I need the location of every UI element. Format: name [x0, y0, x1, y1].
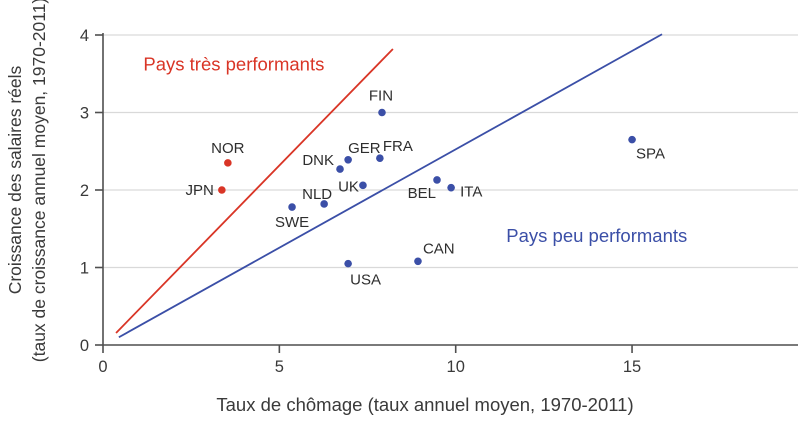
y-tick-label-1: 1	[80, 260, 89, 278]
x-axis-title: Taux de chômage (taux annuel moyen, 1970…	[216, 394, 633, 415]
data-point-label-SPA: SPA	[636, 146, 665, 163]
data-point-NLD	[320, 200, 328, 208]
data-point-label-UK: UK	[338, 178, 359, 195]
data-point-label-JPN: JPN	[186, 182, 214, 199]
data-point-label-CAN: CAN	[423, 240, 455, 257]
high-performers-boundary-line	[115, 48, 394, 334]
low-performers-boundary-line	[118, 33, 663, 339]
data-point-GER	[344, 155, 352, 164]
data-point-JPN	[218, 186, 226, 194]
y-axis-title-line2: (taux de croissance annuel moyen, 1970-2…	[29, 0, 49, 362]
data-point-SWE	[288, 203, 296, 211]
data-point-CAN	[414, 257, 422, 266]
data-point-label-SWE: SWE	[275, 214, 309, 231]
x-tick-label-10: 10	[447, 358, 465, 376]
data-point-label-GER: GER	[348, 140, 381, 157]
data-point-label-NLD: NLD	[302, 186, 332, 203]
y-tick-label-3: 3	[80, 105, 89, 123]
data-point-UK	[359, 181, 367, 190]
data-point-label-ITA: ITA	[460, 184, 482, 201]
y-tick-label-4: 4	[80, 27, 89, 45]
data-point-label-FRA: FRA	[383, 138, 413, 155]
x-tick-label-0: 0	[98, 358, 107, 376]
data-point-label-BEL: BEL	[408, 185, 436, 202]
data-point-BEL	[433, 176, 441, 184]
x-tick-label-5: 5	[275, 358, 284, 376]
data-point-label-USA: USA	[350, 272, 381, 289]
y-tick-label-0: 0	[80, 337, 89, 355]
data-point-FIN	[378, 108, 386, 117]
data-point-FRA	[376, 154, 384, 163]
low-performers-annotation: Pays peu performants	[506, 225, 687, 246]
data-point-label-FIN: FIN	[369, 88, 393, 105]
high-performers-annotation: Pays très performants	[143, 54, 324, 75]
data-point-USA	[344, 259, 352, 268]
data-point-ITA	[447, 183, 455, 192]
y-tick-label-2: 2	[80, 182, 89, 200]
data-point-DNK	[336, 165, 344, 173]
data-point-label-DNK: DNK	[302, 152, 334, 169]
data-point-label-NOR: NOR	[211, 140, 245, 157]
data-point-NOR	[224, 159, 232, 167]
x-tick-label-15: 15	[623, 358, 641, 376]
data-point-SPA	[628, 135, 636, 144]
y-axis-title-line1: Croissance des salaires réels	[5, 65, 25, 294]
